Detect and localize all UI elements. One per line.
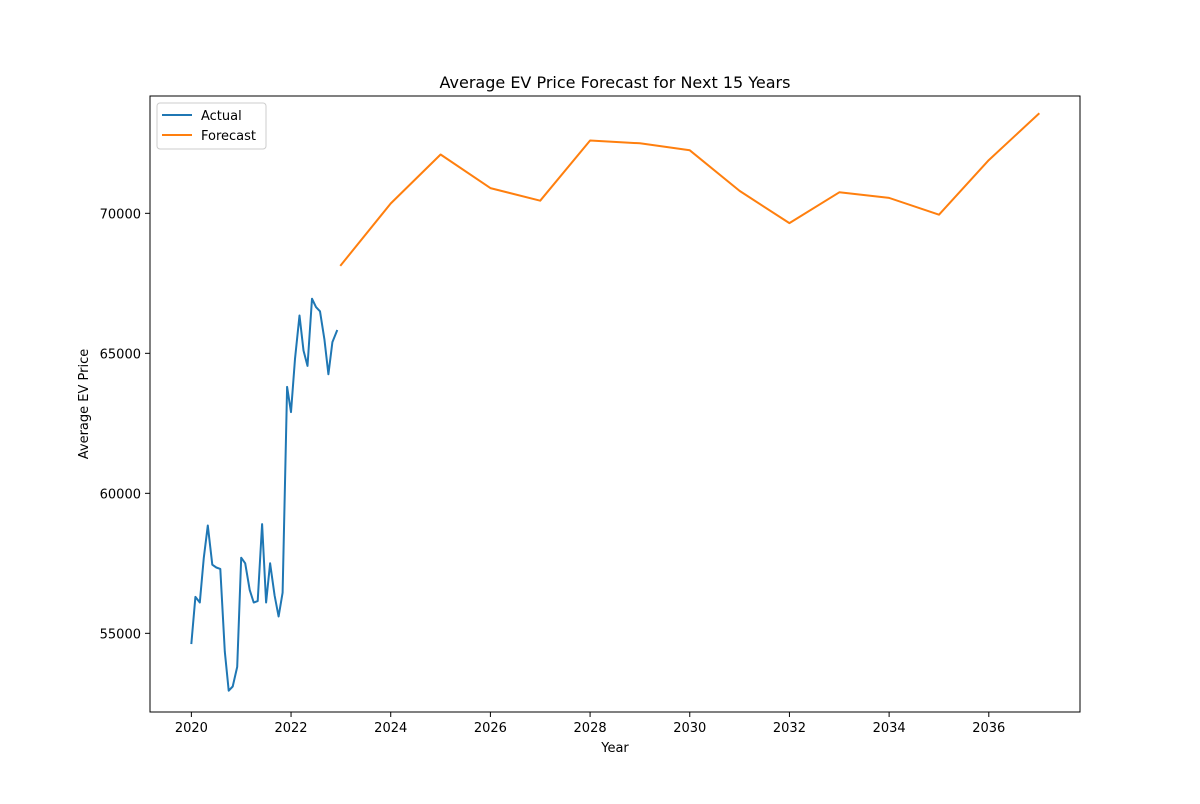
x-tick-label: 2030	[673, 721, 706, 736]
y-tick-label: 65000	[100, 347, 141, 362]
chart-title: Average EV Price Forecast for Next 15 Ye…	[440, 73, 791, 92]
x-tick-label: 2020	[175, 721, 208, 736]
y-tick-label: 60000	[100, 487, 141, 502]
plot-frame	[149, 95, 1081, 713]
series-line-actual	[190, 297, 339, 692]
legend-label-actual: Actual	[201, 109, 242, 124]
y-tick-label: 55000	[100, 627, 141, 642]
x-tick-label: 2022	[274, 721, 307, 736]
series-line-forecast	[339, 112, 1041, 267]
x-tick-label: 2032	[773, 721, 806, 736]
x-axis: 2020 2022 2024 2026 2028 2030 2032 2034 2036	[175, 712, 1005, 736]
x-tick-label: 2034	[873, 721, 906, 736]
y-tick-label: 70000	[100, 207, 141, 222]
x-tick-label: 2028	[574, 721, 607, 736]
x-tick-label: 2026	[474, 721, 507, 736]
x-tick-label: 2024	[374, 721, 407, 736]
x-tick-label: 2036	[972, 721, 1005, 736]
y-axis-label: Average EV Price	[77, 349, 92, 459]
legend-label-forecast: Forecast	[201, 129, 256, 144]
y-axis: 55000 60000 65000 70000	[100, 207, 150, 642]
legend: Actual Forecast	[156, 102, 267, 150]
x-axis-label: Year	[600, 741, 629, 756]
series-layer	[190, 112, 1041, 692]
